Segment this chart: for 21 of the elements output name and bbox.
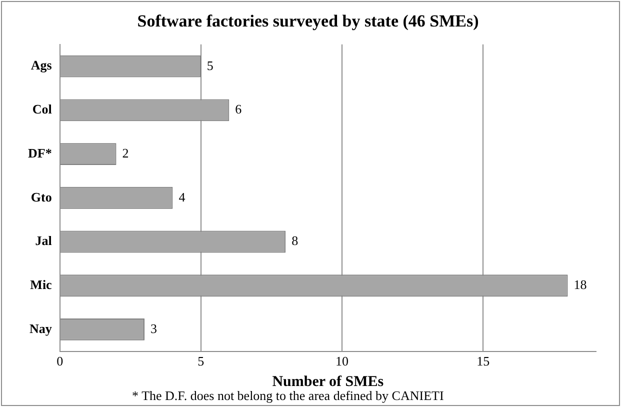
y-tick-label: Gto xyxy=(30,189,52,204)
data-label: 18 xyxy=(574,277,587,292)
text: * The D.F. does not belong to the area defined by CANIETI xyxy=(132,388,444,403)
y-tick-label: Ags xyxy=(30,58,52,73)
x-tick-label: 0 xyxy=(56,354,64,369)
data-label: 6 xyxy=(235,102,242,117)
y-tick-label: Nay xyxy=(29,320,52,336)
y-tick-label: DF* xyxy=(28,145,52,160)
data-label: 2 xyxy=(122,145,129,160)
data-label: 5 xyxy=(206,58,214,73)
data-label: 8 xyxy=(292,233,298,248)
x-tick-label: 15 xyxy=(476,354,490,369)
y-tick-label: Mic xyxy=(30,276,52,292)
y-tick-label: Jal xyxy=(35,233,52,248)
data-label: 4 xyxy=(178,189,186,204)
chart-title: Software factories surveyed by state (46 SMEs) xyxy=(137,12,479,31)
y-tick-label: Col xyxy=(32,102,52,117)
x-tick-label: 10 xyxy=(336,354,349,369)
x-axis-title: Number of SMEs xyxy=(272,374,384,390)
x-tick-label: 5 xyxy=(198,354,204,369)
data-label: 3 xyxy=(150,320,157,336)
